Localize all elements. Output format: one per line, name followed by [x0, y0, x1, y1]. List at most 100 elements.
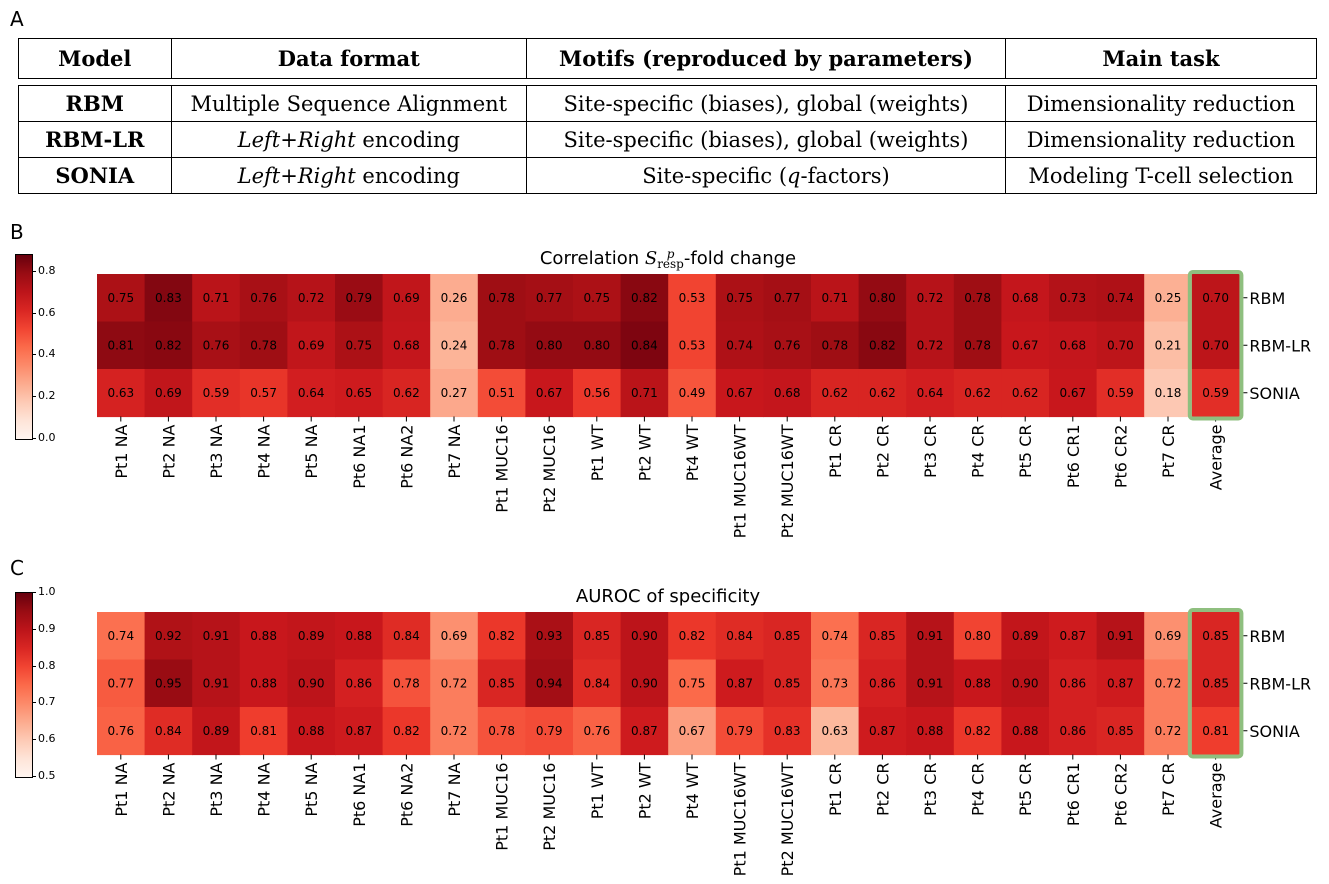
heatmap-cell	[97, 707, 146, 756]
heatmap-cell	[287, 612, 336, 661]
heatmap-cell	[1001, 707, 1050, 756]
heatmap-cell	[239, 274, 288, 323]
column-label: Pt2 MUC16	[540, 763, 559, 851]
cell-value-label: 0.77	[774, 291, 801, 305]
heatmap-cell	[239, 321, 288, 370]
cell-value-label: 0.87	[869, 724, 896, 738]
heatmap-cell	[715, 321, 764, 370]
heatmap-cell	[97, 369, 146, 418]
heatmap-cell	[1096, 659, 1145, 708]
cell-value-label: 0.87	[726, 676, 753, 690]
cell-value-label: 0.78	[488, 291, 515, 305]
main-task: Modeling T-cell selection	[1004, 157, 1318, 194]
motifs: Site-specific (q-factors)	[526, 157, 1006, 194]
column-label: Pt6 NA1	[350, 425, 369, 489]
heatmap-cell	[144, 612, 193, 661]
heatmap-cell	[144, 369, 193, 418]
heatmap-cell	[382, 369, 431, 418]
cell-value-label: 0.79	[726, 724, 753, 738]
main-task: Dimensionality reduction	[1004, 85, 1318, 122]
heatmap-cell	[906, 612, 955, 661]
heatmap-cell	[239, 612, 288, 661]
heatmap-cell	[953, 274, 1002, 323]
cell-value-label: 0.78	[393, 676, 420, 690]
column-label: Pt2 NA	[159, 424, 178, 478]
heatmap-cell	[477, 612, 526, 661]
heatmap-cell	[192, 612, 241, 661]
heatmap-cell	[287, 274, 336, 323]
colorbar-tick	[32, 628, 36, 630]
cell-value-label: 0.84	[155, 724, 182, 738]
heatmap-cell	[382, 659, 431, 708]
main-task: Dimensionality reduction	[1004, 121, 1318, 158]
column-label: Pt2 WT	[635, 424, 654, 481]
colorbar-tick-label: 0.6	[38, 305, 56, 319]
cell-value-label: 0.91	[203, 676, 230, 690]
cell-value-label: 0.88	[345, 629, 372, 643]
cell-value-label: 0.90	[631, 629, 658, 643]
cell-value-label: 0.59	[1107, 386, 1134, 400]
heatmap-cell	[858, 707, 907, 756]
heatmap-cell	[668, 612, 717, 661]
cell-value-label: 0.69	[1155, 629, 1182, 643]
cell-value-label: 0.63	[821, 724, 848, 738]
heatmap-cell	[1144, 707, 1193, 756]
heatmap-cell	[477, 321, 526, 370]
cell-value-label: 0.88	[917, 724, 944, 738]
data-format: Left+Right encoding	[170, 157, 528, 194]
cell-value-label: 0.72	[917, 291, 944, 305]
heatmap-plot: 0.74 0.92 0.91 0.88 0.89 0.88 0.84 0.69 0.82 0.93…	[97, 608, 1311, 876]
column-label: Pt4 NA	[255, 762, 274, 816]
heatmap-cell	[144, 707, 193, 756]
cell-value-label: 0.59	[203, 386, 230, 400]
heatmap-title: AUROC of specificity	[575, 586, 761, 607]
cell-value-label: 0.62	[964, 386, 991, 400]
heatmap-cell	[1144, 612, 1193, 661]
heatmap-cell	[763, 321, 812, 370]
cell-value-label: 0.85	[869, 629, 896, 643]
heatmap-cell	[1191, 321, 1240, 370]
heatmap-cell	[1001, 612, 1050, 661]
cell-value-label: 0.70	[1202, 338, 1229, 352]
cell-value-label: 0.72	[441, 724, 468, 738]
column-label: Pt6 CR2	[1111, 425, 1130, 489]
heatmap-cell	[1001, 321, 1050, 370]
heatmap-cell	[430, 612, 479, 661]
table-row: RBM Multiple Sequence Alignment Site-spe…	[18, 85, 1318, 122]
column-label: Pt2 CR	[873, 763, 892, 816]
heatmap-cell	[525, 274, 574, 323]
colorbar-tick	[32, 438, 36, 439]
cell-value-label: 0.82	[393, 724, 420, 738]
heatmap-cell	[239, 707, 288, 756]
colorbar-tick	[32, 396, 36, 398]
heatmap-cell	[811, 369, 860, 418]
heatmap-cell	[953, 321, 1002, 370]
heatmap-cell	[382, 274, 431, 323]
cell-value-label: 0.62	[393, 386, 420, 400]
column-label: Pt2 MUC16	[540, 425, 559, 513]
cell-value-label: 0.88	[1012, 724, 1039, 738]
column-label: Pt1 CR	[826, 763, 845, 816]
cell-value-label: 0.72	[1155, 724, 1182, 738]
colorbar-tick-label: 0.8	[38, 263, 56, 277]
cell-value-label: 0.91	[203, 629, 230, 643]
column-label: Pt4 NA	[255, 424, 274, 478]
cell-value-label: 0.27	[441, 386, 468, 400]
heatmap-cell	[763, 369, 812, 418]
column-label: Pt6 CR2	[1111, 763, 1130, 827]
heatmap-cell	[430, 707, 479, 756]
colorbar-tick-label: 0.9	[38, 621, 56, 635]
cell-value-label: 0.77	[107, 676, 134, 690]
heatmap-cell	[335, 369, 384, 418]
cell-value-label: 0.94	[536, 676, 563, 690]
heatmap-cell	[858, 369, 907, 418]
column-label: Pt1 MUC16	[493, 763, 512, 851]
cell-value-label: 0.91	[917, 629, 944, 643]
row-label: SONIA	[1249, 384, 1299, 403]
column-label: Pt4 WT	[683, 424, 702, 481]
column-label: Pt3 CR	[921, 425, 940, 478]
heatmap-cell	[858, 612, 907, 661]
heatmap-cell	[763, 707, 812, 756]
heatmap-cell	[573, 659, 622, 708]
heatmap-cell	[382, 321, 431, 370]
